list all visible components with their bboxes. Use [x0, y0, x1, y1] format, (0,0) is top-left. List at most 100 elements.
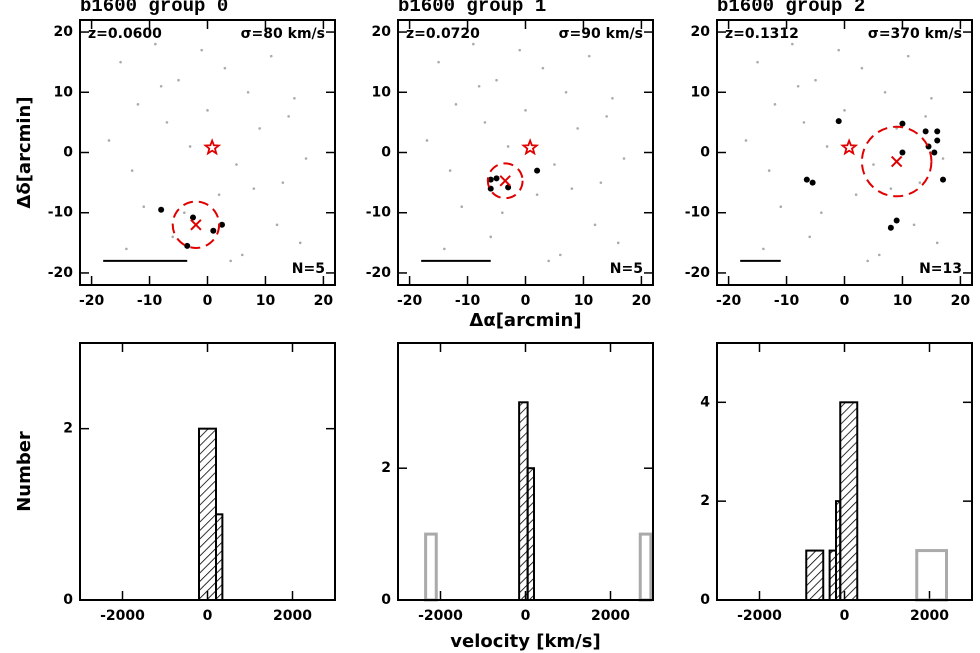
plot-frame: [397, 342, 654, 601]
x-tick-label: -20: [397, 293, 423, 309]
field-galaxy: [622, 157, 626, 160]
group-center: [890, 155, 903, 168]
count-label: N=5: [292, 261, 325, 277]
other-bar: [424, 532, 438, 602]
group-radius: [860, 125, 933, 198]
field-galaxy: [843, 109, 846, 112]
y-tick-label: 20: [372, 24, 392, 40]
field-galaxy: [837, 48, 841, 52]
bcg-star: [840, 138, 859, 156]
y-tick-label: 10: [691, 84, 711, 100]
member-galaxy: [493, 175, 500, 182]
field-galaxy: [564, 90, 568, 94]
field-galaxy: [767, 169, 771, 172]
field-galaxy: [136, 103, 140, 106]
x-tick-label: -2000: [418, 608, 463, 624]
field-galaxy: [472, 42, 475, 46]
field-galaxy: [576, 127, 579, 130]
plot-frame: [716, 342, 973, 601]
y-tick-label: -20: [685, 265, 711, 281]
field-galaxy: [437, 60, 440, 64]
field-galaxy: [246, 90, 250, 94]
field-galaxy: [930, 96, 933, 100]
other-bar: [915, 549, 948, 602]
field-galaxy: [912, 223, 916, 227]
field-galaxy: [779, 205, 783, 209]
field-galaxy: [814, 78, 817, 82]
field-galaxy: [269, 54, 273, 58]
bcg-star: [521, 138, 540, 156]
count-label: N=5: [610, 261, 643, 277]
member-galaxy: [922, 128, 929, 135]
member-galaxy: [809, 179, 816, 186]
plot-frame: [716, 19, 973, 286]
member-galaxy: [835, 118, 842, 125]
field-galaxy: [443, 247, 446, 251]
member-galaxy: [934, 128, 941, 135]
field-galaxy: [489, 235, 493, 239]
y-tick-label: 0: [63, 145, 73, 161]
group-center: [499, 175, 511, 187]
x-tick-label: -20: [79, 293, 105, 309]
y-tick-label: 0: [700, 145, 710, 161]
group-radius: [171, 200, 221, 249]
member-galaxy: [931, 149, 938, 156]
field-galaxy: [495, 78, 498, 82]
field-galaxy: [570, 187, 574, 190]
field-galaxy: [825, 145, 829, 148]
x-tick-label: 2000: [273, 608, 312, 624]
bar: [839, 401, 859, 601]
x-axis-label: velocity [km/s]: [450, 631, 600, 652]
field-galaxy: [240, 253, 244, 257]
x-tick-label: 2000: [591, 608, 630, 624]
field-galaxy: [171, 235, 175, 239]
member-galaxy: [190, 214, 197, 221]
x-tick-label: 0: [840, 608, 850, 624]
y-tick-label: 4: [700, 394, 710, 410]
field-galaxy: [808, 235, 812, 239]
field-galaxy: [206, 109, 209, 112]
field-galaxy: [298, 241, 302, 245]
field-galaxy: [506, 145, 510, 148]
y-tick-label: -20: [48, 265, 74, 281]
x-tick-label: 0: [521, 608, 531, 624]
field-galaxy: [802, 121, 806, 124]
field-galaxy: [593, 223, 597, 227]
x-tick-label: 10: [893, 293, 913, 309]
y-tick-label: 10: [54, 84, 74, 100]
y-tick-label: 2: [700, 493, 710, 509]
y-tick-label: 0: [381, 592, 391, 608]
dispersion-label: σ=80 km/s: [241, 26, 325, 42]
y-tick-label: 2: [63, 421, 73, 437]
field-galaxy: [791, 42, 794, 46]
field-galaxy: [611, 96, 614, 100]
plot-frame: [79, 342, 336, 601]
group-center: [190, 219, 202, 231]
field-galaxy: [941, 157, 945, 160]
field-galaxy: [756, 60, 759, 64]
panel-title: b1600 group 0: [80, 0, 228, 17]
x-tick-label: -20: [716, 293, 742, 309]
group-radius: [486, 162, 524, 200]
member-galaxy: [899, 120, 906, 127]
y-tick-label: 2: [381, 460, 391, 476]
field-galaxy: [304, 157, 308, 160]
dispersion-label: σ=90 km/s: [559, 26, 643, 42]
x-tick-label: -2000: [737, 608, 782, 624]
dispersion-label: σ=370 km/s: [868, 26, 962, 42]
plot-frame: [79, 19, 336, 286]
field-galaxy: [130, 169, 134, 172]
field-galaxy: [217, 193, 221, 196]
bar: [215, 513, 224, 601]
bar: [518, 401, 529, 601]
y-tick-label: 0: [63, 592, 73, 608]
plot-frame: [397, 19, 654, 286]
field-galaxy: [820, 211, 823, 215]
x-tick-label: 20: [314, 293, 334, 309]
field-galaxy: [477, 84, 481, 88]
y-axis-label: Number: [14, 431, 35, 512]
member-galaxy: [803, 176, 810, 183]
field-galaxy: [877, 253, 881, 257]
field-galaxy: [235, 163, 238, 166]
